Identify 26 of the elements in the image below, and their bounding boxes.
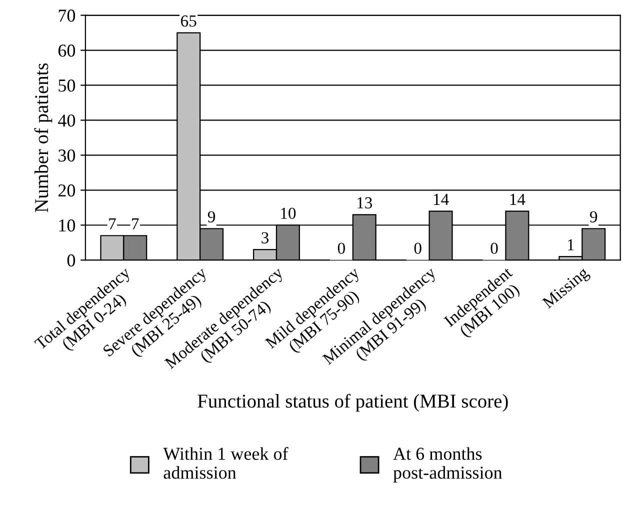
data-label: 65 [180, 15, 196, 27]
data-label: 9 [590, 211, 598, 222]
data-label: 13 [357, 197, 372, 208]
y-axis-title: Number of patients [34, 63, 52, 212]
legend-label: At 6 months post-admission [393, 447, 502, 482]
y-tick-label: 70 [58, 10, 76, 22]
data-label: 10 [281, 208, 296, 219]
y-tick-label: 60 [58, 44, 76, 57]
data-label: 14 [434, 194, 449, 205]
data-label: 9 [208, 211, 216, 222]
y-tick-label: 30 [58, 149, 76, 162]
y-tick-label: 20 [58, 184, 76, 197]
x-axis-title: Functional status of patient (MBI score) [198, 394, 508, 412]
y-tick-label: 10 [59, 219, 76, 232]
data-label: 14 [510, 194, 526, 205]
data-label: 3 [262, 232, 269, 244]
legend-label: Within 1 week of admission [163, 447, 288, 479]
y-tick-label: 0 [67, 254, 76, 267]
data-label: 0 [414, 242, 422, 254]
data-label: 1 [568, 239, 574, 250]
data-label: 0 [338, 242, 345, 254]
data-label: 0 [490, 242, 498, 254]
data-label: 7 [132, 218, 139, 230]
y-tick-label: 50 [58, 80, 76, 92]
y-tick-label: 40 [58, 114, 76, 127]
data-label: 7 [109, 218, 116, 230]
